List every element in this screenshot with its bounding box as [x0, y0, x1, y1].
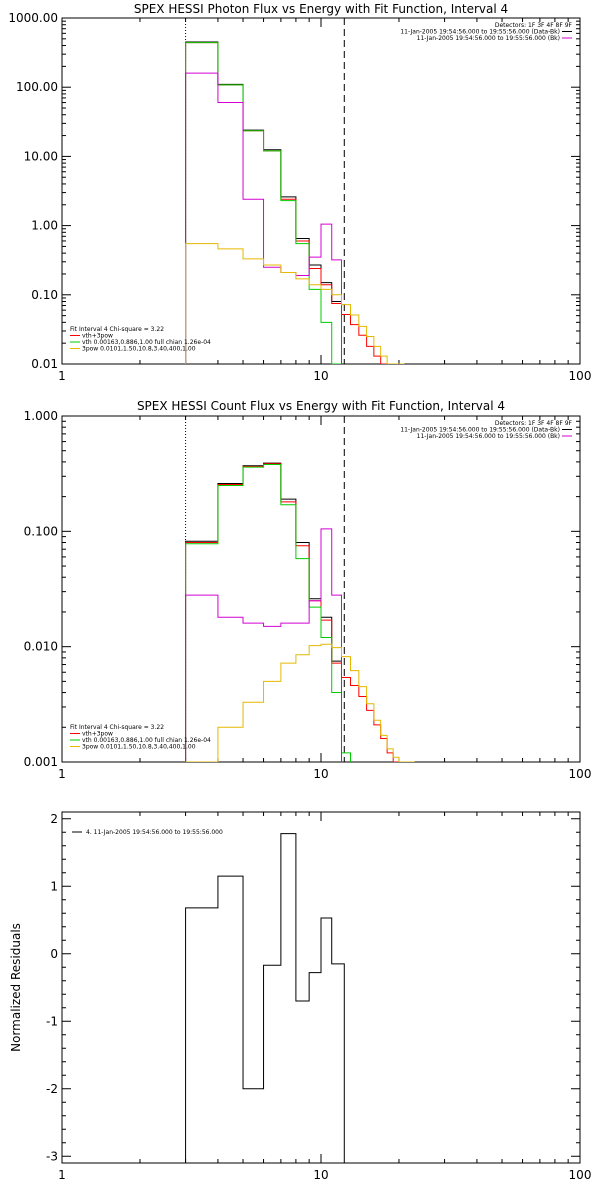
- series-line-1: [185, 462, 343, 762]
- y-tick-label: 0.10: [31, 288, 58, 302]
- y-tick-label: 0: [50, 947, 58, 961]
- chart-title: SPEX HESSI Photon Flux vs Energy with Fi…: [134, 2, 508, 16]
- series-line-4: [185, 528, 343, 762]
- legend-top: 4. 11-Jan-2005 19:54:56.000 to 19:55:56.…: [72, 829, 223, 836]
- legend-entry: 3pow 0.0101,1.50,10.8,3.40,400,1.00: [82, 346, 196, 353]
- chart-panel-3: 1 10 100 -3 -2 -1 0 1 2 Normalized Residuals 4. 11…: [9, 811, 592, 1182]
- series-line-4: [185, 72, 343, 364]
- y-tick-label: 1000.00: [8, 11, 58, 25]
- legend-entry: 11-Jan-2005 19:54:56.000 to 19:55:56.000…: [400, 29, 560, 36]
- y-tick-label: 10.00: [24, 149, 58, 163]
- y-tick-label: 0.001: [24, 755, 58, 769]
- x-tick-label: 10: [313, 1168, 328, 1182]
- legend-header: Detectors: 1F 3F 4F 8F 9F: [495, 420, 573, 427]
- x-tick-label: 1: [58, 767, 66, 781]
- legend-entry: 4. 11-Jan-2005 19:54:56.000 to 19:55:56.…: [86, 829, 223, 836]
- y-tick-label: 2: [50, 812, 58, 826]
- plot-frame: [61, 811, 581, 1164]
- legend-entry: 11-Jan-2005 19:54:56.000 to 19:55:56.000…: [400, 427, 560, 434]
- legend-entry: vth+3pow: [82, 333, 113, 340]
- series-line-5: [185, 243, 405, 364]
- y-tick-label: 1.000: [24, 409, 58, 423]
- legend-entry: vth 0.00163,0.886,1.00 full chian 1.26e-…: [82, 339, 211, 346]
- x-tick-label: 1: [58, 369, 66, 383]
- chart-panel-1: SPEX HESSI Photon Flux vs Energy with Fi…: [8, 2, 591, 383]
- x-tick-label: 10: [313, 369, 328, 383]
- y-tick-label: -3: [46, 1149, 58, 1163]
- y-tick-label: 1.00: [31, 219, 58, 233]
- y-tick-label: 0.01: [31, 357, 58, 371]
- legend-header: Fit Interval 4 Chi-square = 3.22: [70, 724, 164, 731]
- legend-entry: 3pow 0.0101,1.50,10.8,3.40,400,1.00: [82, 744, 196, 751]
- y-tick-label: 1: [50, 879, 58, 893]
- chart-title: SPEX HESSI Count Flux vs Energy with Fit…: [137, 399, 505, 413]
- legend-header: Fit Interval 4 Chi-square = 3.22: [70, 326, 164, 333]
- series-line-1: [185, 833, 345, 1163]
- x-tick-label: 100: [569, 767, 592, 781]
- y-tick-label: 0.010: [24, 640, 58, 654]
- legend-entry: vth+3pow: [82, 731, 113, 738]
- x-tick-label: 1: [58, 1168, 66, 1182]
- y-tick-label: -2: [46, 1082, 58, 1096]
- y-axis-label: Normalized Residuals: [9, 923, 23, 1052]
- legend-entry: vth 0.00163,0.886,1.00 full chian 1.26e-…: [82, 737, 211, 744]
- y-tick-label: 100.00: [16, 80, 58, 94]
- series-group: [185, 41, 405, 364]
- legend-header: Detectors: 1F 3F 4F 8F 9F: [495, 22, 573, 29]
- series-line-5: [185, 643, 415, 762]
- y-tick-label: 0.100: [24, 524, 58, 538]
- legend-entry: 11-Jan-2005 19:54:56.000 to 19:55:56.000…: [417, 35, 560, 42]
- legend-entry: 11-Jan-2005 19:54:56.000 to 19:55:56.000…: [417, 433, 560, 440]
- chart-panel-2: SPEX HESSI Count Flux vs Energy with Fit…: [24, 399, 592, 781]
- series-line-1: [185, 41, 343, 364]
- series-group: [185, 833, 345, 1163]
- legend-fit: Fit Interval 4 Chi-square = 3.22vth+3pow…: [70, 326, 211, 353]
- y-tick-label: -1: [46, 1014, 58, 1028]
- x-tick-label: 10: [313, 767, 328, 781]
- x-tick-label: 100: [569, 369, 592, 383]
- series-line-3: [185, 463, 352, 762]
- legend-fit: Fit Interval 4 Chi-square = 3.22vth+3pow…: [70, 724, 211, 751]
- x-tick-label: 100: [569, 1168, 592, 1182]
- series-group: [185, 462, 415, 762]
